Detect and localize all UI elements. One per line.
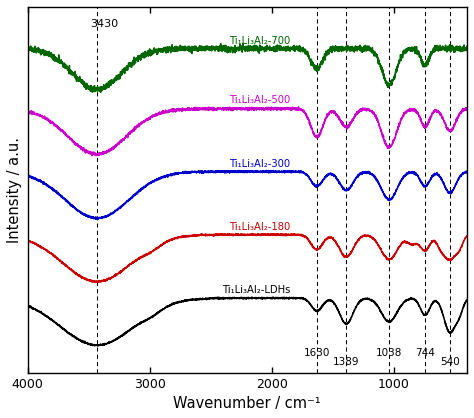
Text: 1038: 1038 bbox=[376, 348, 402, 358]
Text: Ti₁Li₃Al₂-700: Ti₁Li₃Al₂-700 bbox=[229, 36, 290, 46]
X-axis label: Wavenumber / cm⁻¹: Wavenumber / cm⁻¹ bbox=[173, 396, 321, 411]
Text: 3430: 3430 bbox=[90, 19, 118, 29]
Text: Ti₁Li₃Al₂-180: Ti₁Li₃Al₂-180 bbox=[229, 222, 290, 232]
Y-axis label: Intensity / a.u.: Intensity / a.u. bbox=[7, 137, 22, 243]
Text: Ti₁Li₃Al₂-LDHs: Ti₁Li₃Al₂-LDHs bbox=[222, 285, 290, 295]
Text: 1389: 1389 bbox=[333, 357, 360, 367]
Text: Ti₁Li₃Al₂-500: Ti₁Li₃Al₂-500 bbox=[229, 94, 290, 104]
Text: 540: 540 bbox=[440, 357, 460, 367]
Text: 1630: 1630 bbox=[304, 348, 330, 358]
Text: 744: 744 bbox=[415, 348, 435, 358]
Text: Ti₁Li₃Al₂-300: Ti₁Li₃Al₂-300 bbox=[229, 158, 290, 168]
